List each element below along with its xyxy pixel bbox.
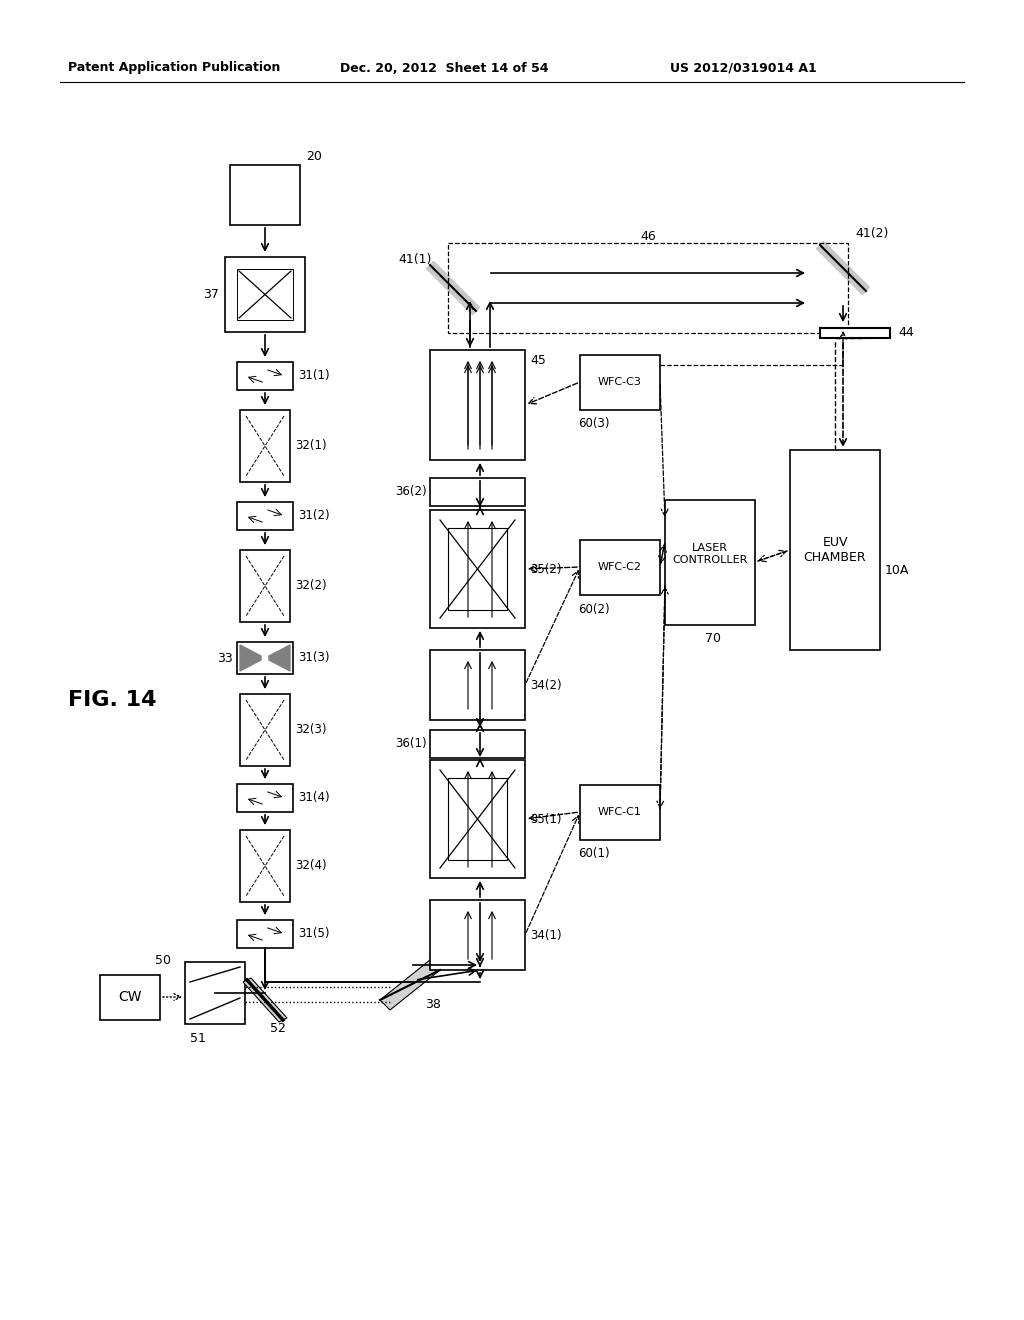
Text: 37: 37	[203, 288, 219, 301]
Text: 31(4): 31(4)	[298, 792, 330, 804]
Text: 33: 33	[217, 652, 232, 664]
Bar	[665, 500, 755, 624]
Text: WFC-C3: WFC-C3	[598, 378, 642, 387]
Polygon shape	[380, 960, 440, 1010]
Bar	[237, 784, 293, 812]
Text: CW: CW	[118, 990, 141, 1005]
Bar	[790, 450, 880, 649]
Text: 60(3): 60(3)	[578, 417, 609, 430]
Bar	[449, 777, 507, 861]
Polygon shape	[240, 645, 261, 671]
Bar	[240, 550, 290, 622]
Text: WFC-C1: WFC-C1	[598, 807, 642, 817]
Text: 36(1): 36(1)	[395, 738, 427, 751]
Text: 41(1): 41(1)	[398, 253, 431, 267]
Text: 60(2): 60(2)	[578, 602, 609, 615]
Bar	[240, 830, 290, 902]
Bar	[820, 327, 890, 338]
Text: 31(3): 31(3)	[298, 652, 330, 664]
Bar	[449, 243, 848, 333]
Text: 31(1): 31(1)	[298, 370, 330, 383]
Text: EUV
CHAMBER: EUV CHAMBER	[804, 536, 866, 564]
Bar	[185, 962, 245, 1024]
Text: 35(1): 35(1)	[530, 813, 561, 825]
Text: 60(1): 60(1)	[578, 847, 609, 861]
Text: 32(2): 32(2)	[295, 579, 327, 593]
Polygon shape	[426, 261, 479, 314]
Text: 36(2): 36(2)	[395, 486, 427, 499]
Text: 34(2): 34(2)	[530, 678, 561, 692]
Text: 31(2): 31(2)	[298, 510, 330, 523]
Text: 34(1): 34(1)	[530, 928, 561, 941]
Bar	[237, 920, 293, 948]
Bar	[449, 528, 507, 610]
Text: 70: 70	[705, 632, 721, 645]
Bar	[580, 785, 660, 840]
Bar	[237, 269, 293, 319]
Bar	[240, 694, 290, 766]
Text: 44: 44	[898, 326, 913, 339]
Text: 32(1): 32(1)	[295, 440, 327, 453]
Bar	[580, 355, 660, 411]
Polygon shape	[269, 645, 290, 671]
Text: 32(4): 32(4)	[295, 859, 327, 873]
Text: 46: 46	[640, 230, 656, 243]
Text: 41(2): 41(2)	[855, 227, 889, 239]
Bar	[240, 411, 290, 482]
Text: 45: 45	[530, 354, 546, 367]
Text: 20: 20	[306, 150, 322, 164]
Text: 52: 52	[270, 1022, 286, 1035]
Text: 10A: 10A	[885, 564, 909, 577]
Bar	[237, 362, 293, 389]
Bar	[430, 760, 525, 878]
Bar	[430, 730, 525, 758]
Bar	[237, 642, 293, 675]
Text: LASER
CONTROLLER: LASER CONTROLLER	[673, 544, 748, 565]
Polygon shape	[243, 978, 287, 1022]
Text: 50: 50	[155, 954, 171, 968]
Polygon shape	[816, 242, 869, 294]
Text: WFC-C2: WFC-C2	[598, 562, 642, 572]
Bar	[430, 478, 525, 506]
Text: US 2012/0319014 A1: US 2012/0319014 A1	[670, 62, 817, 74]
Text: FIG. 14: FIG. 14	[68, 690, 157, 710]
Text: 32(3): 32(3)	[295, 723, 327, 737]
Text: 38: 38	[425, 998, 441, 1011]
Text: 31(5): 31(5)	[298, 928, 330, 940]
Text: 51: 51	[190, 1031, 206, 1044]
Bar	[430, 350, 525, 459]
Bar	[100, 975, 160, 1020]
Bar	[430, 510, 525, 628]
Bar	[430, 900, 525, 970]
Bar	[430, 649, 525, 719]
Text: Dec. 20, 2012  Sheet 14 of 54: Dec. 20, 2012 Sheet 14 of 54	[340, 62, 549, 74]
Bar	[237, 502, 293, 531]
Text: 35(2): 35(2)	[530, 562, 561, 576]
Text: Patent Application Publication: Patent Application Publication	[68, 62, 281, 74]
Bar	[225, 257, 305, 333]
Bar	[230, 165, 300, 224]
Bar	[580, 540, 660, 595]
